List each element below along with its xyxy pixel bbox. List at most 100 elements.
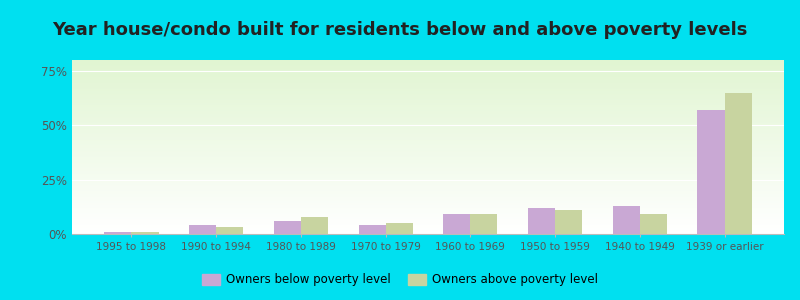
Bar [72,72,784,73]
Bar [72,82,784,83]
Bar [72,171,784,172]
Bar [72,105,784,106]
Bar [72,175,784,176]
Bar [72,91,784,92]
Bar [72,98,784,99]
Bar [555,210,582,234]
Bar [72,216,784,217]
Bar [358,225,386,234]
Bar [72,174,784,175]
Bar [72,87,784,88]
Bar [72,106,784,107]
Bar [72,149,784,150]
Bar [528,208,555,234]
Bar [72,128,784,129]
Bar [72,185,784,186]
Bar [72,89,784,90]
Bar [72,217,784,218]
Bar [72,165,784,166]
Bar [72,212,784,213]
Bar [301,217,328,234]
Bar [72,64,784,65]
Bar [72,141,784,142]
Bar [131,232,158,234]
Bar [72,178,784,179]
Bar [72,115,784,116]
Bar [72,132,784,133]
Bar [72,158,784,159]
Bar [72,100,784,101]
Bar [72,194,784,195]
Bar [72,202,784,203]
Bar [72,60,784,61]
Bar [72,196,784,197]
Bar [72,111,784,112]
Bar [72,126,784,127]
Bar [72,156,784,157]
Bar [72,150,784,151]
Bar [216,227,243,234]
Bar [72,210,784,211]
Bar [72,186,784,187]
Bar [72,120,784,121]
Bar [72,138,784,139]
Bar [72,61,784,62]
Bar [72,90,784,91]
Bar [72,159,784,160]
Bar [72,172,784,173]
Bar [72,103,784,104]
Bar [72,215,784,216]
Bar [386,223,413,234]
Bar [72,68,784,69]
Bar [640,214,667,234]
Bar [72,137,784,138]
Bar [72,75,784,76]
Bar [72,203,784,204]
Bar [72,79,784,80]
Bar [72,182,784,183]
Bar [72,225,784,226]
Bar [72,176,784,177]
Bar [72,129,784,130]
Bar [72,80,784,81]
Bar [72,161,784,162]
Bar [72,189,784,190]
Bar [72,187,784,188]
Bar [72,144,784,145]
Bar [72,188,784,189]
Bar [72,118,784,119]
Bar [72,205,784,206]
Bar [72,81,784,82]
Bar [104,232,131,234]
Bar [72,114,784,115]
Bar [72,93,784,94]
Bar [72,208,784,209]
Bar [72,88,784,89]
Bar [72,131,784,132]
Bar [72,166,784,167]
Bar [72,162,784,163]
Bar [72,191,784,192]
Legend: Owners below poverty level, Owners above poverty level: Owners below poverty level, Owners above… [198,269,602,291]
Bar [72,96,784,97]
Bar [72,67,784,68]
Bar [72,229,784,230]
Bar [72,101,784,102]
Bar [189,225,216,234]
Bar [72,157,784,158]
Bar [72,219,784,220]
Bar [72,139,784,140]
Bar [72,169,784,170]
Bar [725,93,752,234]
Bar [72,69,784,70]
Bar [72,133,784,134]
Text: Year house/condo built for residents below and above poverty levels: Year house/condo built for residents bel… [52,21,748,39]
Bar [72,152,784,153]
Bar [72,160,784,161]
Bar [613,206,640,234]
Bar [72,77,784,78]
Bar [72,134,784,135]
Bar [72,231,784,232]
Bar [72,164,784,165]
Bar [72,199,784,200]
